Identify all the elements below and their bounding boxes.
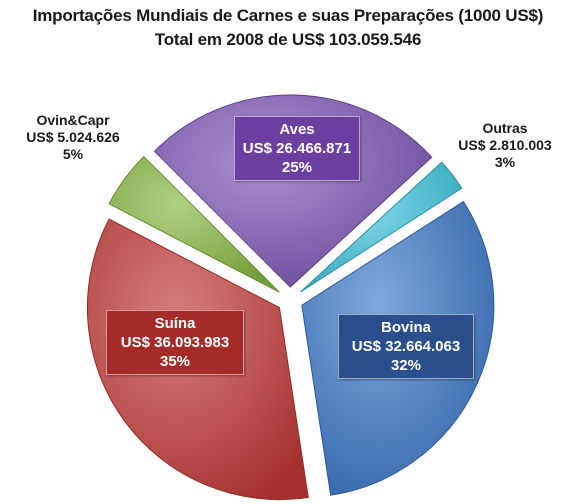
slice-label-suina: Suína US$ 36.093.983 35% xyxy=(106,310,244,375)
chart-subtitle: Total em 2008 de US$ 103.059.546 xyxy=(154,30,422,49)
slice-name-outras: Outras xyxy=(482,120,528,136)
slice-value-aves: US$ 26.466.871 xyxy=(242,140,352,157)
pie-slice-outras xyxy=(299,161,463,293)
slice-name-suina: Suína xyxy=(154,315,196,332)
slice-value-ovincapr: US$ 5.024.626 xyxy=(26,129,120,145)
slice-label-outras: Outras US$ 2.810.003 3% xyxy=(448,120,562,171)
slice-name-ovincapr: Ovin&Capr xyxy=(36,112,110,128)
slice-value-suina: US$ 36.093.983 xyxy=(120,334,230,351)
slice-percent-ovincapr: 5% xyxy=(62,146,84,162)
slice-label-bovina: Bovina US$ 32.664.063 32% xyxy=(338,314,474,379)
chart-title-block: Importações Mundiais de Carnes e suas Pr… xyxy=(0,4,576,52)
pie-slice-ovin-capr xyxy=(108,155,280,293)
slice-percent-suina: 35% xyxy=(159,353,191,370)
slice-percent-outras: 3% xyxy=(494,154,516,170)
slice-label-aves: Aves US$ 26.466.871 25% xyxy=(234,116,360,181)
slice-name-bovina: Bovina xyxy=(380,319,431,336)
pie-slice-aves xyxy=(153,94,433,288)
slice-value-outras: US$ 2.810.003 xyxy=(458,137,552,153)
slice-label-ovincapr: Ovin&Capr US$ 5.024.626 5% xyxy=(12,112,134,163)
slice-percent-aves: 25% xyxy=(281,159,313,176)
chart-title: Importações Mundiais de Carnes e suas Pr… xyxy=(32,6,544,25)
slice-name-aves: Aves xyxy=(279,121,315,138)
slice-percent-bovina: 32% xyxy=(390,357,422,374)
slice-value-bovina: US$ 32.664.063 xyxy=(351,338,461,355)
